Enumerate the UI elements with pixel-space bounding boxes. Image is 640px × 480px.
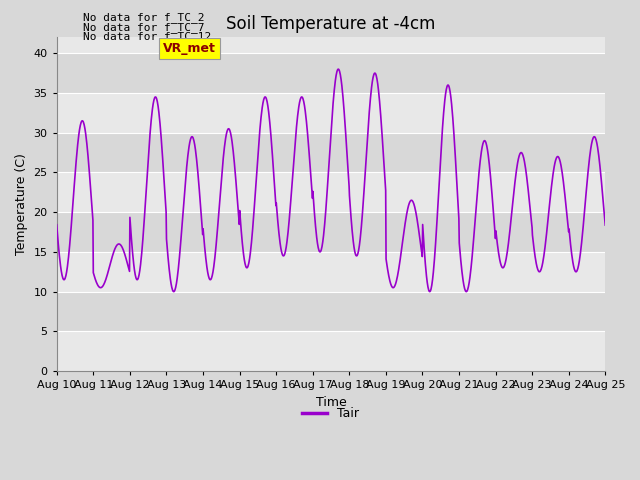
Text: No data for f_TC_2: No data for f_TC_2 — [83, 12, 205, 23]
Bar — [57, 252, 605, 292]
Y-axis label: Temperature (C): Temperature (C) — [15, 153, 28, 255]
Bar — [57, 212, 605, 252]
X-axis label: Time: Time — [316, 396, 346, 408]
Title: Soil Temperature at -4cm: Soil Temperature at -4cm — [227, 15, 436, 33]
Bar — [57, 93, 605, 132]
Bar — [57, 292, 605, 331]
Legend: Tair: Tair — [298, 402, 364, 425]
Bar — [57, 132, 605, 172]
Bar — [57, 172, 605, 212]
Bar — [57, 331, 605, 371]
Bar — [57, 53, 605, 93]
Text: No data for f_TC_12: No data for f_TC_12 — [83, 31, 211, 42]
Text: No data for f_TC_7: No data for f_TC_7 — [83, 22, 205, 33]
Text: VR_met: VR_met — [163, 42, 216, 55]
